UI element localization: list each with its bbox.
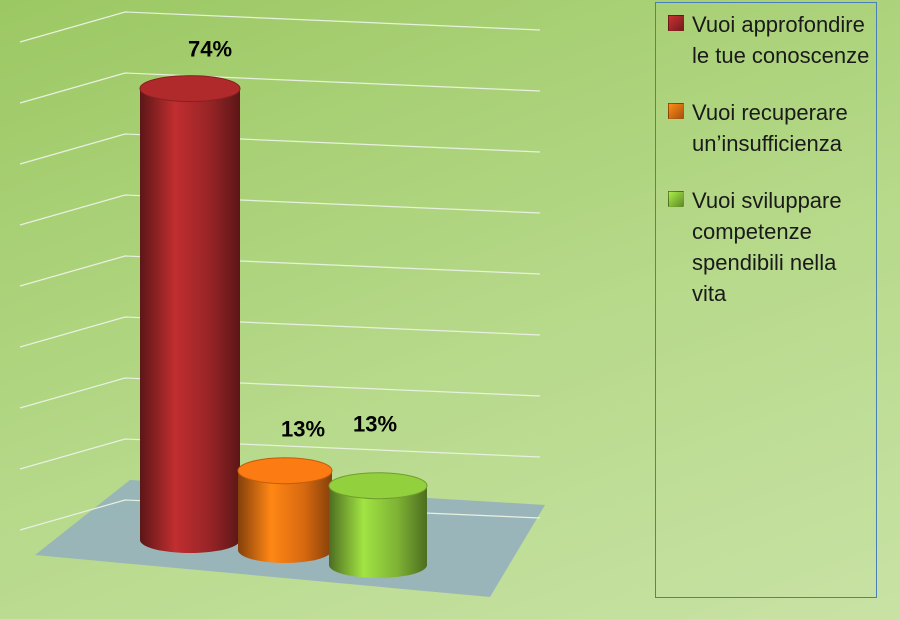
legend-item: Vuoi approfondire le tue conoscenze	[668, 9, 870, 71]
value-label: 74%	[188, 36, 232, 61]
value-label: 13%	[353, 412, 397, 437]
bar-top	[139, 75, 241, 103]
bar	[139, 75, 241, 553]
bar-top	[237, 457, 333, 485]
grid-line	[19, 11, 541, 43]
bar-body	[329, 485, 427, 578]
grid-line	[19, 255, 541, 287]
grid-line	[19, 133, 541, 165]
grid-line	[19, 438, 541, 470]
grid-line	[19, 377, 541, 409]
legend-label: Vuoi sviluppare competenze spendibili ne…	[692, 188, 842, 306]
bar-top	[328, 472, 428, 500]
value-label: 13%	[281, 417, 325, 442]
legend-label: Vuoi recuperare un’insufficienza	[692, 100, 848, 156]
bar	[237, 457, 333, 563]
legend-swatch	[668, 191, 684, 207]
legend-swatch	[668, 103, 684, 119]
legend: Vuoi approfondire le tue conoscenze Vuoi …	[655, 2, 877, 598]
legend-item: Vuoi sviluppare competenze spendibili ne…	[668, 185, 870, 309]
bar-body	[140, 88, 240, 553]
legend-label: Vuoi approfondire le tue conoscenze	[692, 12, 870, 68]
bar	[328, 472, 428, 578]
bar-body	[238, 470, 332, 563]
legend-swatch	[668, 15, 684, 31]
grid-line	[19, 316, 541, 348]
grid-line	[19, 194, 541, 226]
plot: 74% 13% 13%	[19, 11, 545, 597]
legend-item: Vuoi recuperare un’insufficienza	[668, 97, 870, 159]
grid-line	[19, 72, 541, 104]
